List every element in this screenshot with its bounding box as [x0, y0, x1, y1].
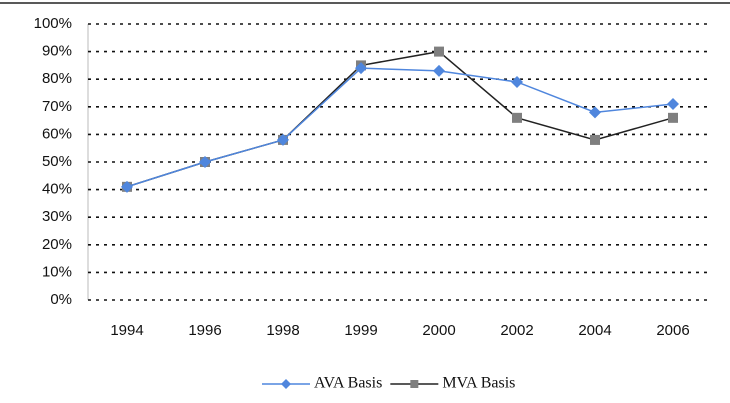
- data-point: [512, 112, 522, 123]
- legend-marker: [281, 379, 291, 389]
- data-point: [590, 134, 600, 145]
- y-tick-label: 50%: [42, 153, 72, 170]
- y-tick-label: 70%: [42, 98, 72, 115]
- y-tick-label: 0%: [50, 291, 72, 308]
- x-tick-label: 1994: [110, 322, 143, 339]
- data-point: [434, 46, 444, 57]
- data-point: [277, 133, 289, 146]
- series-line: [126, 67, 674, 188]
- data-point: [433, 64, 445, 77]
- y-tick-label: 40%: [42, 181, 72, 198]
- legend-marker: [410, 380, 419, 388]
- data-point: [355, 62, 367, 75]
- data-point: [668, 112, 678, 123]
- y-tick-label: 20%: [42, 236, 72, 253]
- legend-label: MVA Basis: [442, 375, 515, 392]
- y-tick-label: 60%: [42, 125, 72, 142]
- x-tick-label: 1999: [344, 322, 377, 339]
- x-tick-label: 1998: [266, 322, 299, 339]
- x-tick-label: 2004: [578, 322, 611, 339]
- legend: AVA Basis MVA Basis: [262, 375, 515, 392]
- legend-label: AVA Basis: [314, 375, 382, 392]
- x-tick-label: 2000: [422, 322, 455, 339]
- y-tick-label: 100%: [34, 15, 72, 32]
- y-tick-label: 80%: [42, 70, 72, 87]
- y-tick-label: 30%: [42, 208, 72, 225]
- x-tick-label: 1996: [188, 322, 221, 339]
- data-point: [667, 98, 679, 111]
- y-tick-label: 10%: [42, 263, 72, 280]
- y-tick-label: 90%: [42, 43, 72, 60]
- x-tick-label: 2002: [500, 322, 533, 339]
- data-point: [199, 156, 211, 168]
- data-point: [589, 106, 601, 119]
- x-tick-label: 2006: [656, 322, 689, 339]
- data-point: [511, 75, 523, 88]
- data-point: [121, 180, 133, 193]
